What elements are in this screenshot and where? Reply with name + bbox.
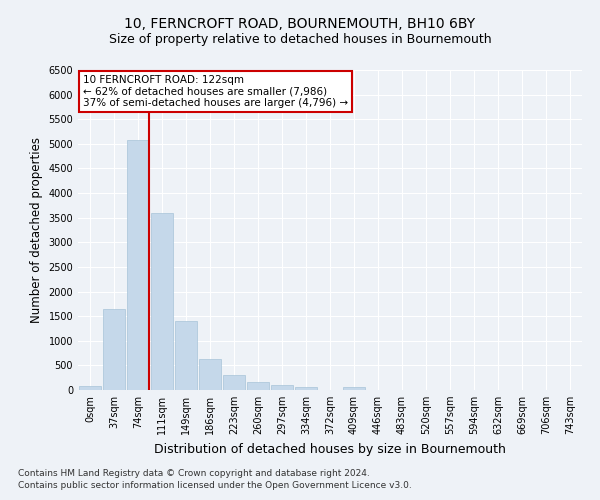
Bar: [151, 213, 173, 390]
Bar: [175, 321, 197, 390]
Text: Contains public sector information licensed under the Open Government Licence v3: Contains public sector information licen…: [18, 481, 412, 490]
Text: 10 FERNCROFT ROAD: 122sqm
← 62% of detached houses are smaller (7,986)
37% of se: 10 FERNCROFT ROAD: 122sqm ← 62% of detac…: [83, 75, 348, 108]
X-axis label: Distribution of detached houses by size in Bournemouth: Distribution of detached houses by size …: [154, 442, 506, 456]
Text: Size of property relative to detached houses in Bournemouth: Size of property relative to detached ho…: [109, 32, 491, 46]
Bar: [79, 386, 101, 390]
Bar: [271, 385, 293, 390]
Bar: [199, 359, 221, 390]
Bar: [343, 387, 365, 390]
Bar: [103, 309, 125, 390]
Text: 10, FERNCROFT ROAD, BOURNEMOUTH, BH10 6BY: 10, FERNCROFT ROAD, BOURNEMOUTH, BH10 6B…: [124, 18, 476, 32]
Bar: [127, 140, 149, 390]
Y-axis label: Number of detached properties: Number of detached properties: [30, 137, 43, 323]
Bar: [223, 374, 245, 390]
Text: Contains HM Land Registry data © Crown copyright and database right 2024.: Contains HM Land Registry data © Crown c…: [18, 468, 370, 477]
Bar: [295, 387, 317, 390]
Bar: [247, 382, 269, 390]
